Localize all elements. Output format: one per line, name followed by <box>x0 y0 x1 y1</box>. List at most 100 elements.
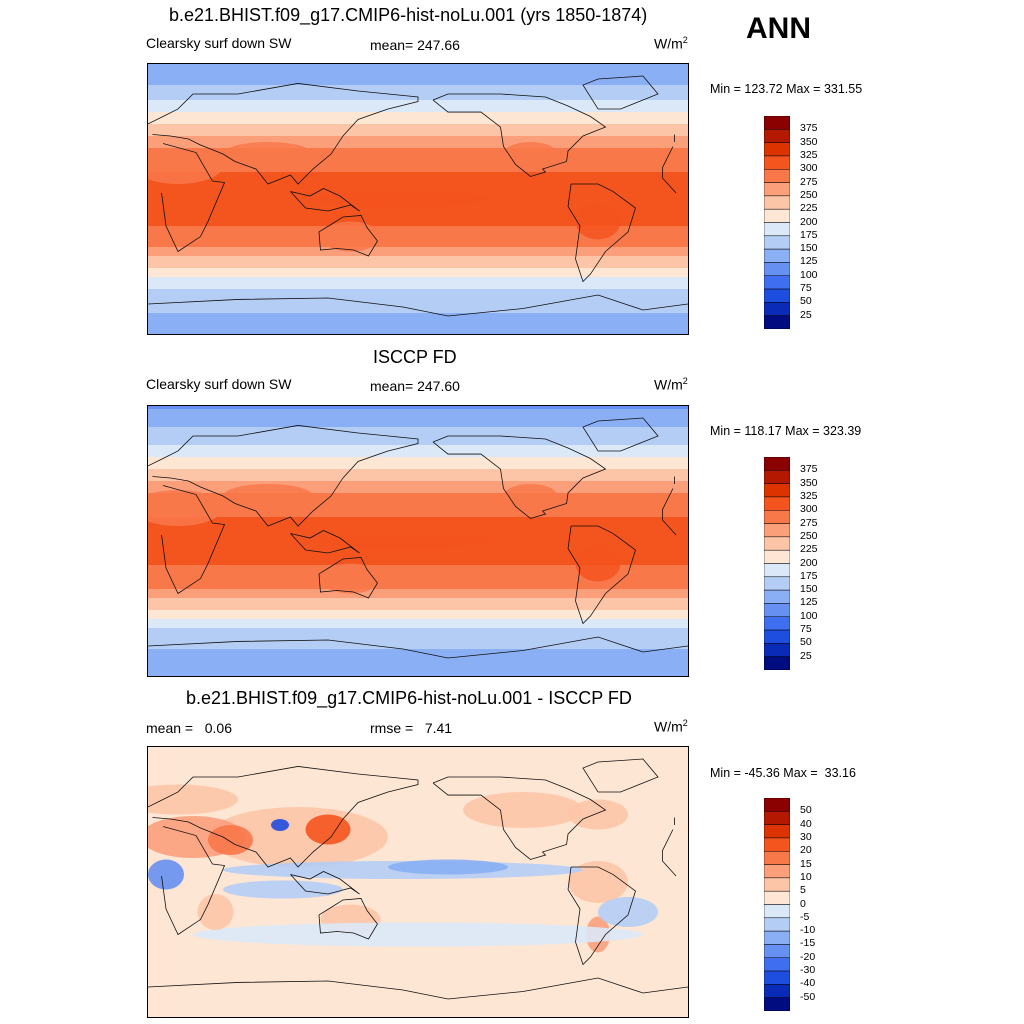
colorbar-swatch <box>764 811 790 825</box>
field-band <box>148 475 688 479</box>
panel1-minmax: Min = 123.72 Max = 331.55 <box>710 82 863 96</box>
colorbar-swatch <box>764 483 790 498</box>
field-anomaly <box>503 484 558 508</box>
colorbar-tick-label: 200 <box>800 556 818 569</box>
colorbar-tick-label: 350 <box>800 135 818 148</box>
colorbar-tick-label: 0 <box>800 897 806 910</box>
colorbar-swatch <box>764 616 790 631</box>
field-band <box>148 166 688 170</box>
panel3-colorbar: 50 40 30 20 15 10 5 0 -5 -10 -15 -20 -30 -40 -50 <box>764 798 815 1011</box>
colorbar-swatch <box>764 169 790 183</box>
colorbar-tick-label: 375 <box>800 463 818 476</box>
field-band <box>148 655 688 659</box>
field-band <box>148 112 688 116</box>
colorbar-swatch <box>764 470 790 484</box>
colorbar-tick-label: 175 <box>800 569 818 582</box>
colorbar-swatch <box>764 302 790 316</box>
colorbar-swatch <box>764 182 790 197</box>
field-band <box>148 652 688 656</box>
colorbar-tick-label: 375 <box>800 122 818 135</box>
panel1-map <box>147 63 689 335</box>
field-band <box>148 559 688 563</box>
colorbar-swatch <box>764 904 790 919</box>
colorbar-swatch <box>764 643 790 657</box>
field-band <box>148 505 688 509</box>
colorbar-swatch <box>764 536 790 551</box>
field-anomaly <box>271 819 289 831</box>
field-band <box>148 322 688 326</box>
field-band <box>148 514 688 518</box>
field-anomaly <box>463 792 583 828</box>
field-band <box>148 451 688 455</box>
colorbar-tick-label: 175 <box>800 228 818 241</box>
field-band <box>148 496 688 500</box>
colorbar-tick-label: 350 <box>800 476 818 489</box>
field-anomaly <box>223 880 343 899</box>
colorbar-swatch <box>764 235 790 250</box>
colorbar-tick-label: 15 <box>800 857 812 870</box>
field-band <box>148 469 688 473</box>
coastline <box>148 294 688 317</box>
coastline <box>432 776 607 860</box>
panel1-mean-label: mean= 247.66 <box>370 37 460 53</box>
colorbar-tick-label: 5 <box>800 884 806 897</box>
colorbar-swatch <box>764 262 790 276</box>
field-band <box>148 430 688 434</box>
colorbar-swatch <box>764 116 790 130</box>
field-band <box>148 277 688 281</box>
field-band <box>148 205 688 209</box>
field-band <box>148 589 688 593</box>
colorbar-tick-label: 325 <box>800 489 818 502</box>
panel3-title: b.e21.BHIST.f09_g17.CMIP6-hist-noLu.001 … <box>186 688 632 708</box>
coastline <box>148 83 675 185</box>
panel1-variable-label: Clearsky surf down SW <box>146 35 292 51</box>
field-anomaly <box>568 861 628 903</box>
field-band <box>148 649 688 653</box>
field-band <box>148 313 688 317</box>
field-band <box>148 124 688 128</box>
colorbar-swatch <box>764 248 790 263</box>
colorbar-swatch <box>764 155 790 170</box>
colorbar-tick-label: 250 <box>800 529 818 542</box>
field-band <box>148 157 688 161</box>
coastline <box>582 417 659 452</box>
field-band <box>148 169 688 173</box>
field-band <box>148 664 688 668</box>
field-band <box>148 526 688 530</box>
colorbar-swatch <box>764 930 790 945</box>
field-anomaly <box>148 859 184 890</box>
coastline <box>161 826 677 936</box>
field-band <box>148 118 688 122</box>
field-band <box>148 445 688 449</box>
field-band <box>148 565 688 569</box>
field-band <box>148 616 688 620</box>
field-band <box>148 448 688 452</box>
field-band <box>148 154 688 158</box>
field-band <box>148 592 688 596</box>
field-anomaly <box>223 484 313 508</box>
coastline-group <box>148 417 688 659</box>
field-band <box>148 307 688 311</box>
field-band <box>148 310 688 314</box>
field-anomaly <box>313 533 493 549</box>
field-band <box>148 142 688 146</box>
colorbar-swatch <box>764 549 790 564</box>
field-band <box>148 232 688 236</box>
field-band <box>148 319 688 323</box>
colorbar-swatch <box>764 917 790 932</box>
colorbar-swatch <box>764 944 790 958</box>
field-band <box>148 247 688 251</box>
coastline <box>567 525 636 625</box>
field-band <box>148 646 688 650</box>
field-band <box>148 241 688 245</box>
panel2-unit-label: W/m2 <box>654 376 688 393</box>
field-band <box>148 586 688 590</box>
field-band <box>148 673 688 676</box>
field-band <box>148 412 688 416</box>
colorbar-tick-label: 225 <box>800 543 818 556</box>
field-band <box>148 454 688 458</box>
colorbar-tick-label: 225 <box>800 202 818 215</box>
field-anomaly <box>575 545 621 582</box>
colorbar-tick-label: 50 <box>800 636 812 649</box>
field-band <box>148 409 688 413</box>
